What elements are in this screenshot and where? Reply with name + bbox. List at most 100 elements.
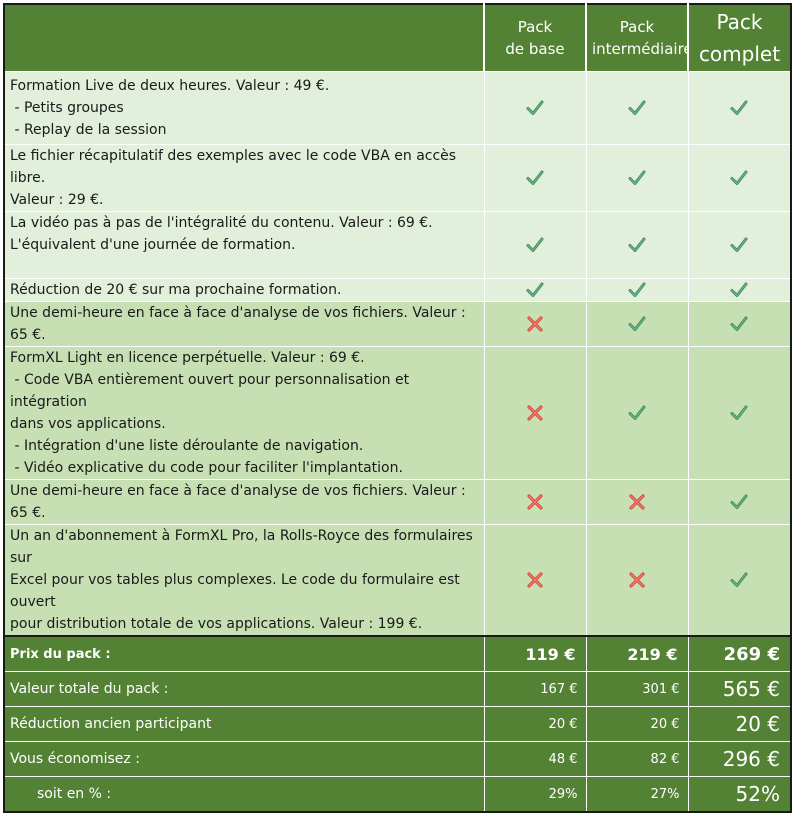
header-description-cell xyxy=(3,3,485,72)
feature-line: - Replay de la session xyxy=(10,122,167,138)
feature-line: Formation Live de deux heures. Valeur : … xyxy=(10,78,330,94)
header-row: Pack de base Pack intermédiaire Pack com… xyxy=(3,3,792,72)
check-icon xyxy=(627,280,647,300)
check-icon xyxy=(627,235,647,255)
pack-base-line1: Pack xyxy=(517,18,553,36)
feature-status-pack-1 xyxy=(483,144,587,212)
feature-line: Une demi-heure en face à face d'analyse … xyxy=(10,305,466,343)
summary-label: soit en % : xyxy=(3,776,485,813)
feature-line: Une demi-heure en face à face d'analyse … xyxy=(10,483,466,521)
summary-value-pack-1: 167 € xyxy=(483,671,587,707)
feature-status-pack-1 xyxy=(483,301,587,347)
feature-line: La vidéo pas à pas de l'intégralité du c… xyxy=(10,215,433,231)
feature-description: Un an d'abonnement à FormXL Pro, la Roll… xyxy=(3,524,485,637)
feature-line: - Vidéo explicative du code pour facilit… xyxy=(10,460,403,476)
pricing-table: Pack de base Pack intermédiaire Pack com… xyxy=(3,3,792,813)
check-icon xyxy=(627,314,647,334)
price-label-cell: Prix du pack : xyxy=(3,635,485,672)
pack-intermediaire-line1: Pack xyxy=(619,18,655,36)
feature-status-pack-2 xyxy=(585,346,689,480)
feature-row: Une demi-heure en face à face d'analyse … xyxy=(3,479,792,525)
check-icon xyxy=(729,98,749,118)
cross-icon xyxy=(525,570,545,590)
feature-status-pack-1 xyxy=(483,479,587,525)
summary-label: Réduction ancien participant xyxy=(3,706,485,742)
summary-value-pack-3: 565 € xyxy=(687,671,792,707)
summary-value-pack-1: 20 € xyxy=(483,706,587,742)
check-icon xyxy=(627,168,647,188)
feature-status-pack-2 xyxy=(585,71,689,145)
summary-value-pack-2: 301 € xyxy=(585,671,689,707)
feature-row: Réduction de 20 € sur ma prochaine forma… xyxy=(3,278,792,302)
feature-row: FormXL Light en licence perpétuelle. Val… xyxy=(3,346,792,480)
feature-status-pack-1 xyxy=(483,524,587,637)
price-pack-base: 119 € xyxy=(483,635,587,672)
pack-intermediaire-line2: intermédiaire xyxy=(592,40,688,58)
summary-value-pack-1: 48 € xyxy=(483,741,587,777)
summary-row: soit en % :29% 27% 52% xyxy=(3,776,792,813)
feature-status-pack-2 xyxy=(585,278,689,302)
summary-row: Valeur totale du pack :167 €301 €565 € xyxy=(3,671,792,707)
feature-line: Un an d'abonnement à FormXL Pro, la Roll… xyxy=(10,528,473,566)
check-icon xyxy=(729,280,749,300)
feature-line: Le fichier récapitulatif des exemples av… xyxy=(10,148,457,186)
summary-value-pack-2: 27% xyxy=(585,776,689,813)
summary-value-pack-3: 296 € xyxy=(687,741,792,777)
feature-status-pack-3 xyxy=(687,524,792,637)
feature-description: Réduction de 20 € sur ma prochaine forma… xyxy=(3,278,485,302)
check-icon xyxy=(729,235,749,255)
feature-status-pack-2 xyxy=(585,301,689,347)
feature-row: Le fichier récapitulatif des exemples av… xyxy=(3,144,792,212)
feature-status-pack-3 xyxy=(687,479,792,525)
feature-line: FormXL Light en licence perpétuelle. Val… xyxy=(10,350,365,366)
feature-description: Formation Live de deux heures. Valeur : … xyxy=(3,71,485,145)
cross-icon xyxy=(627,570,647,590)
feature-line: Excel pour vos tables plus complexes. Le… xyxy=(10,572,460,610)
feature-row: Une demi-heure en face à face d'analyse … xyxy=(3,301,792,347)
check-icon xyxy=(525,280,545,300)
feature-status-pack-1 xyxy=(483,71,587,145)
check-icon xyxy=(729,570,749,590)
header-pack-intermediaire: Pack intermédiaire xyxy=(585,3,689,72)
cross-icon xyxy=(627,492,647,512)
summary-row: Vous économisez :48 €82 €296 € xyxy=(3,741,792,777)
feature-status-pack-3 xyxy=(687,71,792,145)
feature-line: Valeur : 29 €. xyxy=(10,192,104,208)
price-label: Prix du pack : xyxy=(10,647,111,662)
check-icon xyxy=(729,314,749,334)
pack-complet-line1: Pack xyxy=(716,10,763,34)
price-row: Prix du pack : 119 € 219 € 269 € xyxy=(3,635,792,672)
feature-status-pack-3 xyxy=(687,346,792,480)
cross-icon xyxy=(525,403,545,423)
feature-row: Un an d'abonnement à FormXL Pro, la Roll… xyxy=(3,524,792,637)
check-icon xyxy=(729,403,749,423)
summary-label: Vous économisez : xyxy=(3,741,485,777)
feature-status-pack-3 xyxy=(687,144,792,212)
feature-line: L'équivalent d'une journée de formation. xyxy=(10,237,296,253)
summary-row: Réduction ancien participant 20 €20 €20 € xyxy=(3,706,792,742)
feature-description: FormXL Light en licence perpétuelle. Val… xyxy=(3,346,485,480)
feature-status-pack-2 xyxy=(585,144,689,212)
feature-status-pack-2 xyxy=(585,524,689,637)
cross-icon xyxy=(525,492,545,512)
price-pack-intermediaire: 219 € xyxy=(585,635,689,672)
summary-value-pack-2: 20 € xyxy=(585,706,689,742)
summary-body: Valeur totale du pack :167 €301 €565 € Ré… xyxy=(3,671,792,813)
summary-value-pack-1: 29% xyxy=(483,776,587,813)
feature-description: Une demi-heure en face à face d'analyse … xyxy=(3,301,485,347)
feature-line: dans vos applications. xyxy=(10,416,166,432)
feature-description: La vidéo pas à pas de l'intégralité du c… xyxy=(3,211,485,279)
feature-row: Formation Live de deux heures. Valeur : … xyxy=(3,71,792,145)
summary-value-pack-3: 52% xyxy=(687,776,792,813)
feature-row: La vidéo pas à pas de l'intégralité du c… xyxy=(3,211,792,279)
summary-value-pack-2: 82 € xyxy=(585,741,689,777)
features-body: Formation Live de deux heures. Valeur : … xyxy=(3,71,792,637)
check-icon xyxy=(525,235,545,255)
summary-value-pack-3: 20 € xyxy=(687,706,792,742)
feature-status-pack-1 xyxy=(483,278,587,302)
feature-status-pack-3 xyxy=(687,301,792,347)
header-pack-complet: Pack complet xyxy=(687,3,792,72)
feature-line: - Petits groupes xyxy=(10,100,124,116)
check-icon xyxy=(525,98,545,118)
feature-status-pack-2 xyxy=(585,479,689,525)
